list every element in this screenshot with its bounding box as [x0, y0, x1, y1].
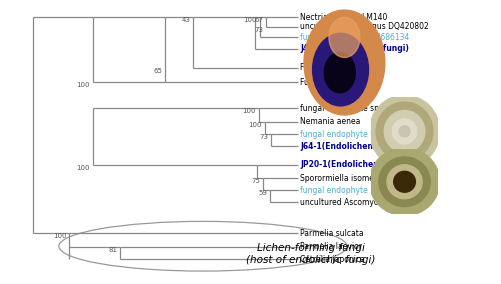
- Text: Nemania aenea: Nemania aenea: [300, 117, 361, 126]
- Text: 100: 100: [248, 122, 262, 128]
- Text: Lichen-forming fungi
(host of endolichic fungi): Lichen-forming fungi (host of endolichic…: [246, 243, 375, 265]
- Text: 43: 43: [181, 17, 190, 23]
- Circle shape: [313, 33, 369, 106]
- Text: Parmelia sulcata: Parmelia sulcata: [300, 229, 364, 238]
- Text: 100: 100: [77, 165, 90, 171]
- Text: Fusarium oxysporum: Fusarium oxysporum: [300, 63, 380, 72]
- Circle shape: [399, 126, 410, 137]
- Text: fungal endophyte EU686134: fungal endophyte EU686134: [300, 33, 409, 42]
- Text: JP20-1(Endolichenic fungi): JP20-1(Endolichenic fungi): [300, 160, 415, 169]
- Text: J64-1(Endolichenic fungi): J64-1(Endolichenic fungi): [300, 142, 409, 151]
- Text: Sporormiella isomera: Sporormiella isomera: [300, 174, 382, 183]
- Text: 73: 73: [254, 27, 263, 33]
- Text: fungal endophyte sp. ECD-2008: fungal endophyte sp. ECD-2008: [300, 104, 422, 113]
- Text: Nectriaceae sp. LM140: Nectriaceae sp. LM140: [300, 12, 387, 22]
- Circle shape: [387, 165, 422, 199]
- Text: uncultured soil fungus DQ420802: uncultured soil fungus DQ420802: [300, 22, 429, 32]
- Text: 81: 81: [109, 247, 118, 252]
- Text: 67: 67: [254, 17, 263, 23]
- Text: 59: 59: [258, 190, 267, 196]
- Circle shape: [369, 148, 440, 216]
- Circle shape: [304, 10, 385, 115]
- Text: fungal endophyte EMS36: fungal endophyte EMS36: [300, 130, 396, 139]
- Text: 100: 100: [243, 17, 257, 23]
- Circle shape: [384, 110, 425, 152]
- Circle shape: [392, 119, 417, 144]
- Text: 75: 75: [252, 178, 261, 184]
- Text: fungal endophyte: fungal endophyte: [300, 186, 368, 195]
- Text: Cetrelia japonica: Cetrelia japonica: [300, 254, 365, 264]
- Text: 100: 100: [242, 108, 256, 114]
- Text: 73: 73: [259, 134, 268, 140]
- Circle shape: [329, 17, 360, 57]
- Circle shape: [369, 95, 440, 168]
- Text: Fusarium solani: Fusarium solani: [300, 78, 361, 87]
- Text: uncultured Ascomycota: uncultured Ascomycota: [300, 198, 391, 207]
- Text: 100: 100: [53, 233, 67, 239]
- Text: 65: 65: [154, 68, 163, 74]
- Text: 100: 100: [77, 82, 90, 88]
- Circle shape: [376, 102, 433, 160]
- Text: J43-1(Endolichenic fungi): J43-1(Endolichenic fungi): [300, 44, 409, 53]
- Circle shape: [379, 157, 430, 206]
- Text: Parmelia laevior: Parmelia laevior: [300, 242, 362, 251]
- Circle shape: [324, 53, 355, 93]
- Circle shape: [394, 171, 415, 192]
